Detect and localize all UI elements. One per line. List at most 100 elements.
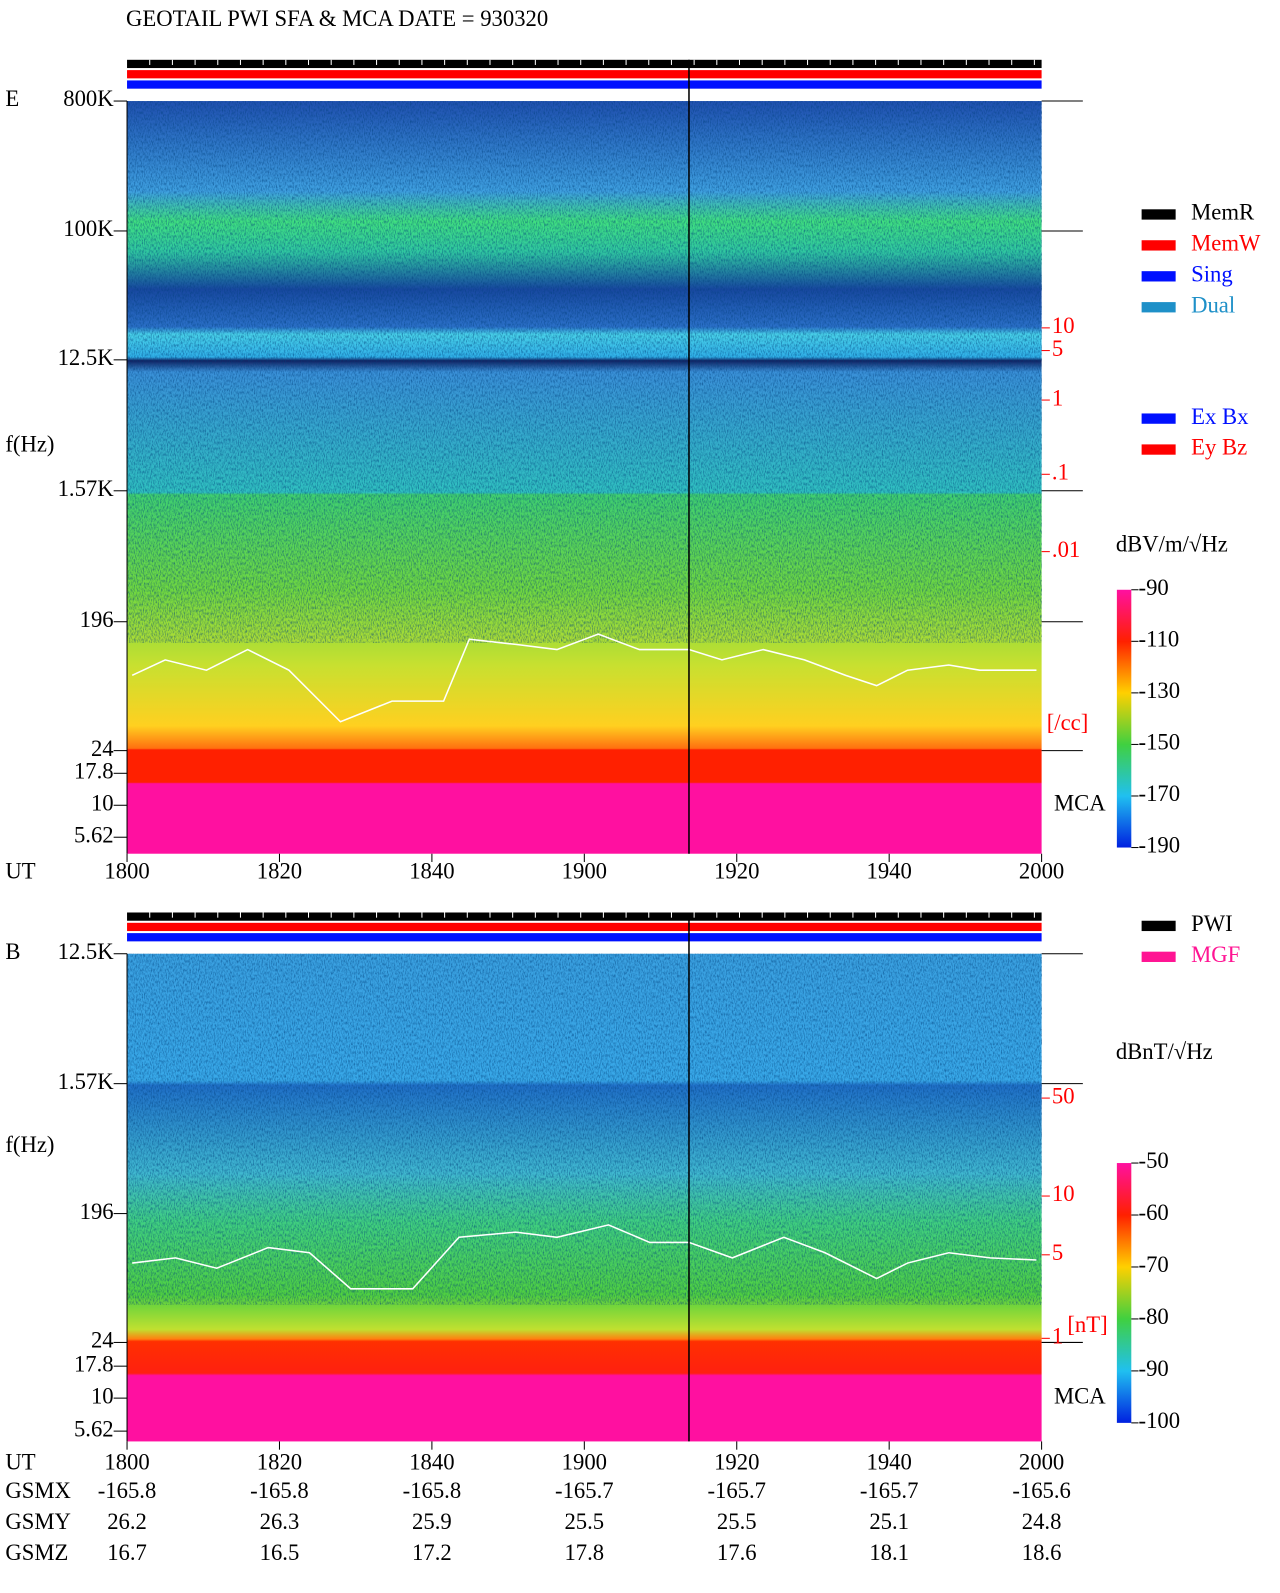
legend-swatch: [1141, 920, 1176, 932]
density-trace: [131, 633, 1037, 723]
legend-label: PWI: [1191, 911, 1233, 936]
time-tick-label: 1800: [104, 859, 149, 884]
freq-tick-label: 5.62: [74, 1416, 114, 1441]
scale-tick-label: .1: [1052, 459, 1069, 484]
orbit-label: GSMY: [5, 1509, 71, 1534]
orbit-value: -165.8: [403, 1478, 462, 1503]
colorbar-tick-label: -130: [1139, 678, 1181, 703]
colorbar-tick-label: -190: [1139, 833, 1181, 858]
legend-swatch: [1141, 209, 1176, 220]
freq-tick-label: 24: [91, 736, 114, 761]
scale-unit: [/cc]: [1047, 710, 1089, 735]
legend-label: MemW: [1191, 231, 1261, 256]
freq-tick-label: 1.57K: [58, 476, 115, 501]
freq-tick-label: 12.5K: [58, 345, 115, 370]
status-bar: [127, 933, 1042, 942]
freq-tick-label: 17.8: [74, 1351, 114, 1376]
scale-tick-label: .01: [1052, 537, 1080, 562]
mca-label: MCA: [1054, 1383, 1106, 1408]
legend-swatch: [1141, 302, 1176, 313]
time-tick-label: 1900: [562, 1449, 607, 1474]
orbit-value: 16.5: [260, 1540, 300, 1565]
legend-swatch: [1141, 951, 1176, 962]
scale-unit: [nT]: [1067, 1312, 1107, 1337]
freq-tick-label: 10: [91, 1383, 114, 1408]
legend-swatch: [1141, 444, 1176, 455]
orbit-value: -165.7: [860, 1478, 919, 1503]
status-bar: [127, 70, 1042, 79]
colorbar-tick-label: -100: [1139, 1408, 1181, 1433]
scale-tick-label: 50: [1052, 1083, 1075, 1108]
colorbar-tick-label: -60: [1139, 1200, 1169, 1225]
time-tick-label: 1840: [409, 1449, 454, 1474]
legend-swatch: [1141, 413, 1176, 424]
legend-label: Sing: [1191, 262, 1233, 287]
freq-tick-label: 17.8: [74, 759, 114, 784]
orbit-value: 26.2: [107, 1509, 147, 1534]
freq-tick-label: 10: [91, 790, 114, 815]
scale-tick-label: 10: [1052, 1181, 1075, 1206]
time-tick-label: 1920: [714, 1449, 759, 1474]
legend-label: Ex Bx: [1191, 404, 1249, 429]
title: GEOTAIL PWI SFA & MCA DATE = 930320: [126, 6, 548, 31]
time-tick-label: 1940: [867, 1449, 912, 1474]
freq-tick-label: 196: [80, 1199, 114, 1224]
mca-label: MCA: [1054, 790, 1106, 815]
freq-tick-label: 1.57K: [58, 1069, 115, 1094]
legend-label: MGF: [1191, 942, 1240, 967]
colorbar-tick-label: -80: [1139, 1304, 1169, 1329]
status-bar: [127, 80, 1042, 89]
orbit-value: 17.6: [717, 1540, 757, 1565]
time-tick-label: 1900: [562, 859, 607, 884]
time-axis-label: UT: [5, 1449, 35, 1474]
legend-swatch: [1141, 271, 1176, 282]
colorbar-tick-label: -50: [1139, 1148, 1169, 1173]
colorbar: [1116, 1163, 1132, 1423]
orbit-value: -165.8: [250, 1478, 309, 1503]
colorbar-tick-label: -150: [1139, 730, 1181, 755]
legend-label: Ey Bz: [1191, 435, 1247, 460]
time-tick-label: 1940: [867, 859, 912, 884]
orbit-value: -165.6: [1012, 1478, 1071, 1503]
scale-tick-label: 1: [1052, 1324, 1063, 1349]
time-axis-label: UT: [5, 859, 35, 884]
status-bar: [127, 59, 1042, 69]
freq-tick-label: 12.5K: [58, 939, 115, 964]
colorbar-title: dBV/m/√Hz: [1116, 532, 1228, 557]
freq-tick-label: 196: [80, 607, 114, 632]
panel-label: E: [5, 86, 19, 111]
colorbar-tick-label: -90: [1139, 575, 1169, 600]
orbit-value: 17.2: [412, 1540, 452, 1565]
legend-label: Dual: [1191, 292, 1235, 317]
y-axis-label: f(Hz): [5, 432, 54, 457]
freq-tick-label: 100K: [63, 216, 114, 241]
orbit-value: 16.7: [107, 1540, 147, 1565]
orbit-value: -165.7: [555, 1478, 614, 1503]
scale-tick-label: 5: [1052, 1240, 1063, 1265]
legend-label: MemR: [1191, 200, 1255, 225]
status-bar: [127, 912, 1042, 921]
density-trace: [132, 1224, 1037, 1290]
freq-tick-label: 5.62: [74, 822, 114, 847]
orbit-value: -165.8: [98, 1478, 157, 1503]
orbit-value: 18.6: [1022, 1540, 1062, 1565]
orbit-value: -165.7: [707, 1478, 766, 1503]
freq-tick-label: 24: [91, 1328, 114, 1353]
orbit-value: 25.9: [412, 1509, 452, 1534]
colorbar-tick-label: -110: [1139, 627, 1180, 652]
scale-tick-label: 10: [1052, 313, 1075, 338]
y-axis-label: f(Hz): [5, 1132, 54, 1157]
freq-tick-label: 800K: [63, 86, 114, 111]
time-tick-label: 1820: [257, 859, 302, 884]
orbit-value: 25.1: [869, 1509, 909, 1534]
spectrogram-noise: [127, 953, 1042, 1305]
colorbar: [1116, 589, 1132, 848]
scale-tick-label: 5: [1052, 336, 1063, 361]
scale-tick-label: 1: [1052, 385, 1063, 410]
time-tick-label: 1920: [714, 859, 759, 884]
orbit-value: 25.5: [564, 1509, 604, 1534]
time-tick-label: 1800: [104, 1449, 149, 1474]
panel-label: B: [5, 939, 20, 964]
time-tick-label: 1820: [257, 1449, 302, 1474]
